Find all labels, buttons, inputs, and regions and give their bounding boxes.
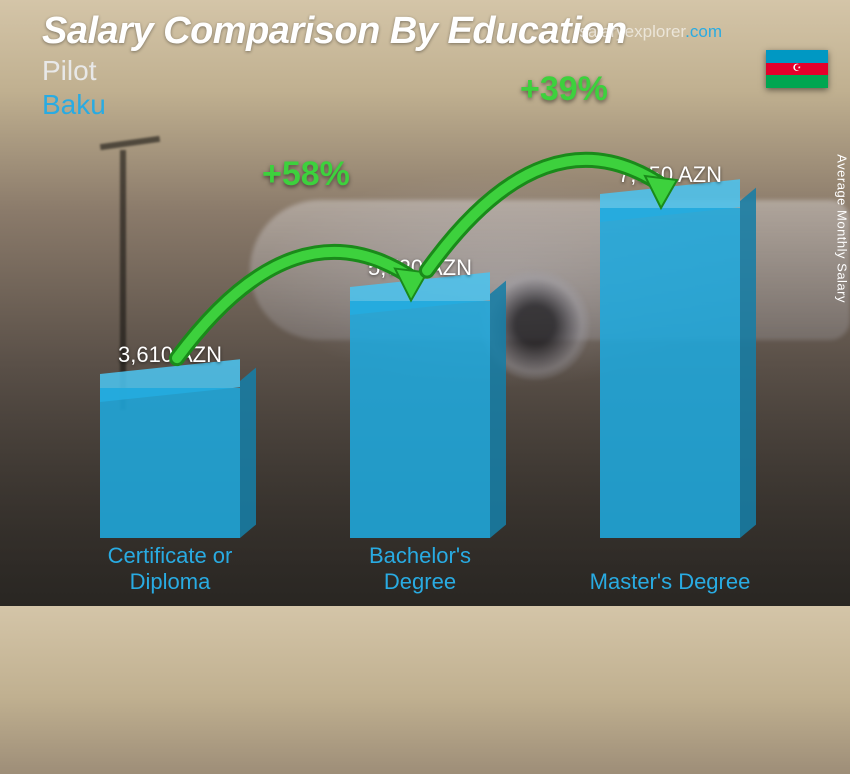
chart-subtitle-job: Pilot <box>42 55 830 87</box>
flag-stripe-top <box>766 50 828 63</box>
growth-arrow <box>70 168 850 774</box>
chart-subtitle-city: Baku <box>42 89 830 121</box>
watermark-accent: .com <box>685 22 722 41</box>
growth-percentage: +58% <box>262 155 350 194</box>
chart-area: 3,610 AZNCertificate or Diploma5,720 AZN… <box>70 168 770 538</box>
country-flag: ☪ <box>766 50 828 88</box>
flag-stripe-mid: ☪ <box>766 63 828 76</box>
watermark: salaryexplorer.com <box>579 22 722 42</box>
flag-emblem: ☪ <box>793 64 802 74</box>
growth-percentage: +39% <box>520 70 608 109</box>
watermark-base: salaryexplorer <box>579 22 685 41</box>
flag-stripe-bot <box>766 75 828 88</box>
